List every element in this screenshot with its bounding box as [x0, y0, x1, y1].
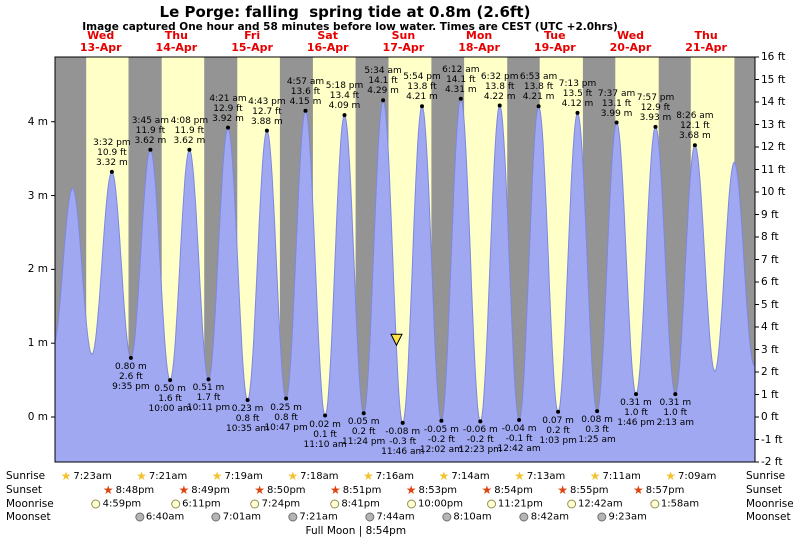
tide-extreme-dot	[439, 418, 444, 423]
tide-extreme-dot	[692, 143, 697, 148]
tide-extreme-dot	[536, 104, 541, 109]
tide-extreme-dot	[264, 128, 269, 133]
tide-extreme-dot	[497, 103, 502, 108]
tide-extreme-dot	[361, 411, 366, 416]
tide-extreme-dot	[168, 378, 173, 383]
tide-extreme-dot	[381, 98, 386, 103]
tide-extreme-dot	[342, 113, 347, 118]
tide-extreme-dot	[128, 355, 133, 360]
tide-extreme-dot	[245, 398, 250, 402]
tide-extreme-dot	[206, 377, 211, 382]
tide-extreme-dot	[303, 108, 308, 113]
tide-extreme-dot	[284, 396, 289, 401]
tide-extreme-dot	[323, 413, 328, 418]
tide-extreme-dot	[226, 125, 230, 130]
tide-extreme-dot	[556, 409, 561, 414]
tide-extreme-dot	[653, 124, 658, 129]
tide-extreme-dot	[575, 110, 580, 115]
tide-extreme-dot	[517, 418, 522, 422]
tide-extreme-dot	[109, 169, 114, 174]
chart-subtitle: Image captured One hour and 58 minutes b…	[82, 21, 618, 33]
tide-extreme-dot	[478, 419, 483, 424]
tide-extreme-dot	[187, 147, 192, 152]
tide-extreme-dot	[673, 392, 678, 397]
plot-area	[55, 57, 755, 462]
chart-title: Le Porge: falling spring tide at 0.8m (2…	[159, 3, 531, 21]
tide-extreme-dot	[148, 147, 153, 152]
tide-extreme-dot	[458, 96, 463, 101]
tide-extreme-dot	[634, 392, 638, 397]
tide-extreme-dot	[420, 104, 424, 109]
tide-extreme-dot	[400, 420, 405, 425]
capture-time-marker	[390, 333, 403, 347]
tide-extreme-dot	[614, 120, 619, 125]
tide-extreme-dot	[595, 409, 600, 414]
